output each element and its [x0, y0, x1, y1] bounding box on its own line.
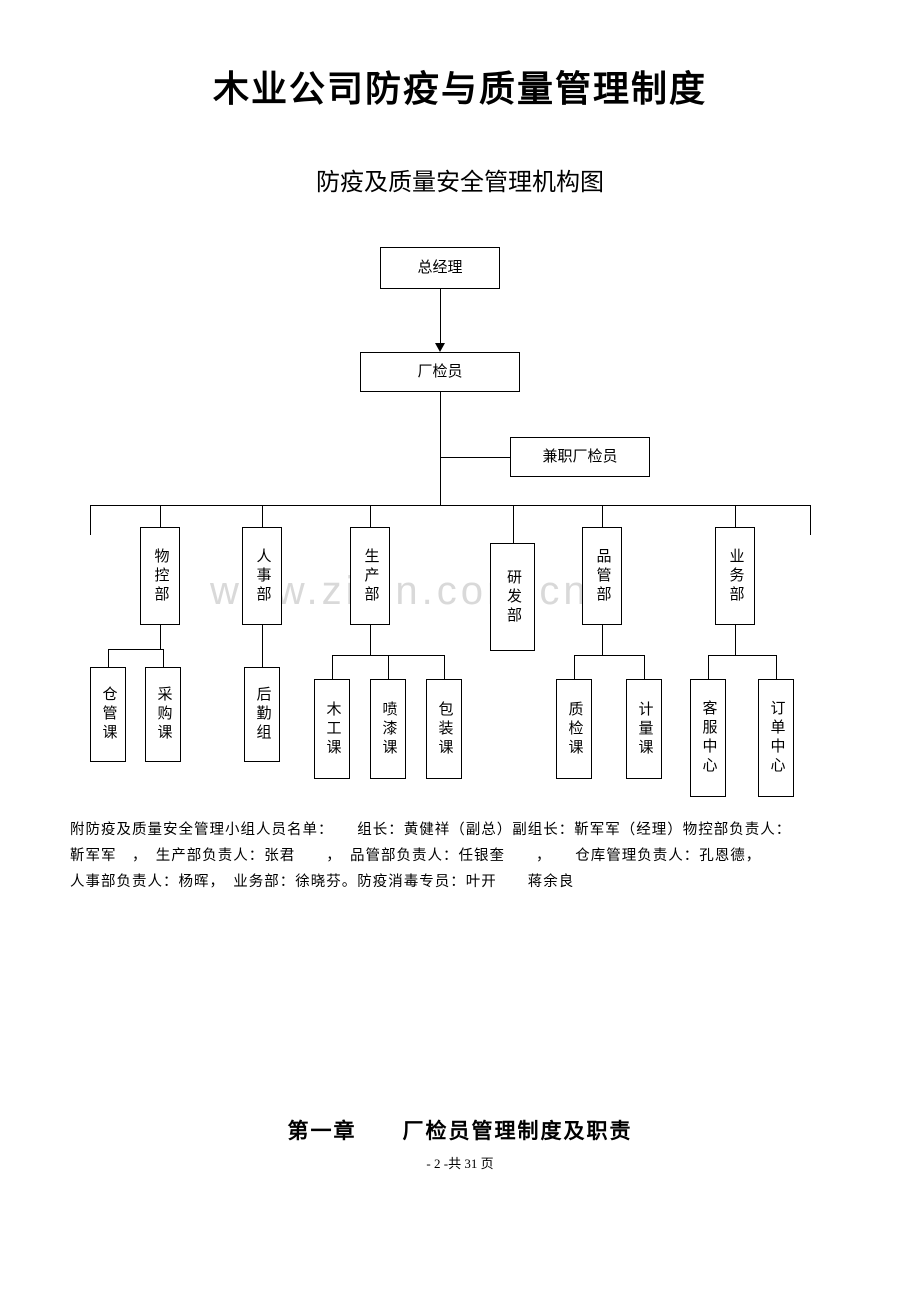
connector-line	[602, 505, 603, 527]
org-node-label: 业务部	[725, 548, 746, 605]
connector-line	[332, 655, 444, 656]
connector-line	[262, 625, 263, 667]
org-node-d2: 人事部	[242, 527, 282, 625]
connector-line	[370, 505, 371, 527]
org-chart: www.zixin.com.cn总经理厂检员兼职厂检员物控部人事部生产部研发部品…	[70, 247, 850, 807]
org-node-insp: 厂检员	[360, 352, 520, 392]
chapter-title: 第一章 厂检员管理制度及职责	[70, 1115, 850, 1145]
connector-line	[440, 457, 441, 505]
connector-line	[108, 649, 163, 650]
org-node-s2: 采购课	[145, 667, 181, 762]
connector-line	[370, 625, 371, 655]
org-node-s3: 后勤组	[244, 667, 280, 762]
org-node-s6: 包装课	[426, 679, 462, 779]
footnote-line: 人事部负责人：杨晖， 业务部：徐晓芬。防疫消毒专员：叶开 蒋余良	[70, 869, 850, 895]
org-node-part: 兼职厂检员	[510, 437, 650, 477]
connector-line	[332, 655, 333, 679]
connector-line	[810, 505, 811, 535]
org-node-s1: 仓管课	[90, 667, 126, 762]
org-node-d4: 研发部	[490, 543, 535, 651]
connector-line	[602, 625, 603, 655]
org-node-label: 喷漆课	[378, 701, 399, 758]
org-node-label: 物控部	[150, 548, 171, 605]
org-node-s8: 计量课	[626, 679, 662, 779]
org-node-label: 质检课	[564, 701, 585, 758]
connector-line	[262, 505, 263, 527]
connector-line	[735, 625, 736, 655]
connector-line	[440, 392, 441, 457]
connector-line	[735, 505, 736, 527]
org-node-label: 采购课	[153, 686, 174, 743]
org-node-d5: 品管部	[582, 527, 622, 625]
connector-line	[574, 655, 644, 656]
page-number: - 2 -共 31 页	[70, 1153, 850, 1172]
connector-line	[444, 655, 445, 679]
org-node-label: 订单中心	[766, 700, 787, 776]
footnote-line: 靳军军 ， 生产部负责人：张君 ， 品管部负责人：任银奎 ， 仓库管理负责人：孔…	[70, 843, 850, 869]
connector-line	[574, 655, 575, 679]
org-node-label: 包装课	[434, 701, 455, 758]
org-node-label: 仓管课	[98, 686, 119, 743]
connector-line	[388, 655, 389, 679]
connector-line	[160, 505, 161, 527]
org-node-label: 人事部	[252, 548, 273, 605]
org-node-label: 木工课	[322, 701, 343, 758]
org-node-label: 品管部	[592, 548, 613, 605]
document-page: 木业公司防疫与质量管理制度 防疫及质量安全管理机构图 www.zixin.com…	[0, 0, 920, 1302]
org-node-s7: 质检课	[556, 679, 592, 779]
footnote-line: 附防疫及质量安全管理小组人员名单： 组长：黄健祥（副总）副组长：靳军军（经理）物…	[70, 817, 850, 843]
connector-line	[90, 505, 810, 506]
connector-line	[90, 505, 91, 535]
org-node-d3: 生产部	[350, 527, 390, 625]
org-node-label: 计量课	[634, 701, 655, 758]
connector-line	[163, 649, 164, 667]
org-node-d6: 业务部	[715, 527, 755, 625]
org-node-label: 客服中心	[698, 700, 719, 776]
connector-line	[440, 457, 510, 458]
arrow-down-icon	[435, 343, 445, 352]
org-node-s10: 订单中心	[758, 679, 794, 797]
org-node-label: 后勤组	[252, 686, 273, 743]
footnote-block: 附防疫及质量安全管理小组人员名单： 组长：黄健祥（副总）副组长：靳军军（经理）物…	[70, 817, 850, 895]
org-node-s5: 喷漆课	[370, 679, 406, 779]
connector-line	[776, 655, 777, 679]
connector-line	[440, 289, 441, 343]
connector-line	[708, 655, 709, 679]
connector-line	[708, 655, 776, 656]
connector-line	[513, 505, 514, 543]
org-node-gm: 总经理	[380, 247, 500, 289]
org-node-s9: 客服中心	[690, 679, 726, 797]
connector-line	[644, 655, 645, 679]
org-node-label: 生产部	[360, 548, 381, 605]
org-node-label: 研发部	[502, 569, 523, 626]
main-title: 木业公司防疫与质量管理制度	[70, 60, 850, 112]
connector-line	[160, 625, 161, 649]
sub-title: 防疫及质量安全管理机构图	[70, 162, 850, 197]
org-node-d1: 物控部	[140, 527, 180, 625]
org-node-s4: 木工课	[314, 679, 350, 779]
connector-line	[108, 649, 109, 667]
